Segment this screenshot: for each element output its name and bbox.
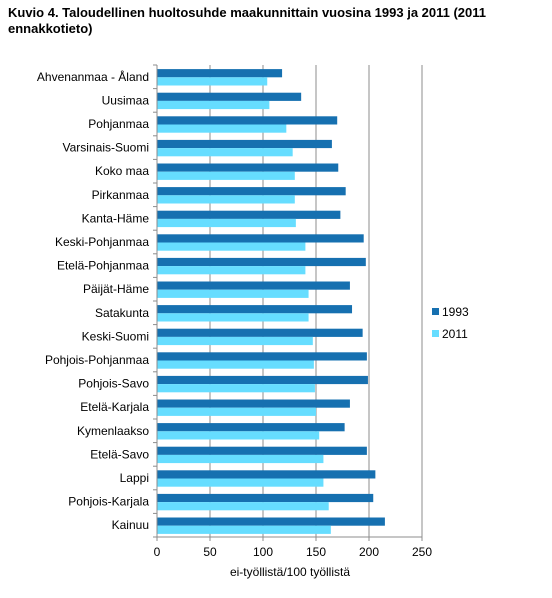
bar-1993 [157, 139, 332, 149]
category-label: Uusimaa [102, 93, 150, 107]
x-axis-title: ei-työllistä/100 työllistä [230, 565, 350, 579]
bar-2011 [157, 360, 314, 369]
bar-2011 [157, 100, 270, 110]
category-label: Pohjois-Karjala [68, 495, 149, 509]
bar-1993 [157, 470, 376, 479]
category-label: Keski-Pohjanmaa [55, 235, 149, 249]
x-tick-label: 0 [154, 545, 161, 559]
category-label: Ahvenanmaa - Åland [37, 69, 149, 84]
category-label: Pohjois-Savo [78, 377, 149, 391]
bar-1993 [157, 69, 283, 78]
bar-1993 [157, 257, 366, 267]
bar-1993 [157, 187, 346, 196]
bar-1993 [157, 399, 350, 408]
bar-1993 [157, 446, 367, 455]
bar-1993 [157, 352, 367, 361]
category-label: Kymenlaakso [77, 424, 149, 438]
bar-1993 [157, 493, 374, 503]
legend: 1993 2011 [432, 305, 469, 341]
category-label: Keski-Suomi [82, 329, 149, 343]
bar-2011 [157, 454, 324, 464]
bar-2011 [157, 148, 293, 157]
bar-2011 [157, 478, 324, 487]
x-tick-label: 250 [412, 545, 432, 559]
bars [157, 69, 385, 534]
bar-2011 [157, 384, 315, 393]
tick-labels: 0 50 100 150 200 250 [154, 545, 433, 559]
category-label: Kanta-Häme [82, 211, 150, 225]
grid-lines [209, 65, 423, 537]
bar-2011 [157, 525, 331, 534]
bar-2011 [157, 266, 306, 275]
bar-2011 [157, 218, 296, 228]
bar-2011 [157, 195, 295, 204]
legend-label: 1993 [442, 305, 469, 319]
axes [153, 64, 423, 541]
bar-2011 [157, 336, 313, 346]
bar-2011 [157, 171, 295, 180]
category-labels: Ahvenanmaa - Åland Uusimaa Pohjanmaa Varsin… [37, 69, 149, 532]
category-label: Kainuu [112, 518, 149, 532]
bar-1993 [157, 116, 338, 125]
bar-2011 [157, 431, 320, 440]
category-label: Päijät-Häme [83, 282, 149, 296]
bar-2011 [157, 124, 287, 133]
legend-swatch [432, 308, 439, 315]
bar-1993 [157, 517, 385, 526]
category-label: Koko maa [95, 164, 149, 178]
category-label: Etelä-Savo [90, 447, 149, 461]
bar-2011 [157, 502, 329, 511]
category-label: Pohjois-Pohjanmaa [45, 353, 149, 367]
bar-2011 [157, 77, 268, 86]
bar-2011 [157, 289, 309, 298]
category-label: Pirkanmaa [92, 188, 150, 202]
bar-1993 [157, 423, 345, 432]
category-label: Etelä-Pohjanmaa [57, 259, 149, 273]
x-tick-label: 50 [203, 545, 217, 559]
chart-title: Kuvio 4. Taloudellinen huoltosuhde maaku… [8, 5, 487, 36]
category-label: Varsinais-Suomi [63, 141, 149, 155]
x-tick-label: 100 [253, 545, 273, 559]
bar-2011 [157, 407, 316, 416]
category-label: Satakunta [95, 306, 149, 320]
legend-label: 2011 [442, 327, 468, 341]
category-label: Etelä-Karjala [80, 400, 149, 414]
x-tick-label: 150 [306, 545, 326, 559]
bar-1993 [157, 92, 302, 101]
bar-1993 [157, 375, 368, 385]
bar-2011 [157, 313, 309, 322]
x-tick-label: 200 [359, 545, 379, 559]
bar-1993 [157, 281, 350, 290]
category-label: Lappi [120, 471, 149, 485]
legend-swatch [432, 330, 439, 337]
bar-1993 [157, 328, 363, 337]
category-label: Pohjanmaa [88, 117, 149, 131]
bar-1993 [157, 305, 353, 314]
bar-1993 [157, 234, 364, 243]
bar-1993 [157, 163, 339, 172]
bar-1993 [157, 210, 341, 219]
bar-2011 [157, 242, 306, 251]
